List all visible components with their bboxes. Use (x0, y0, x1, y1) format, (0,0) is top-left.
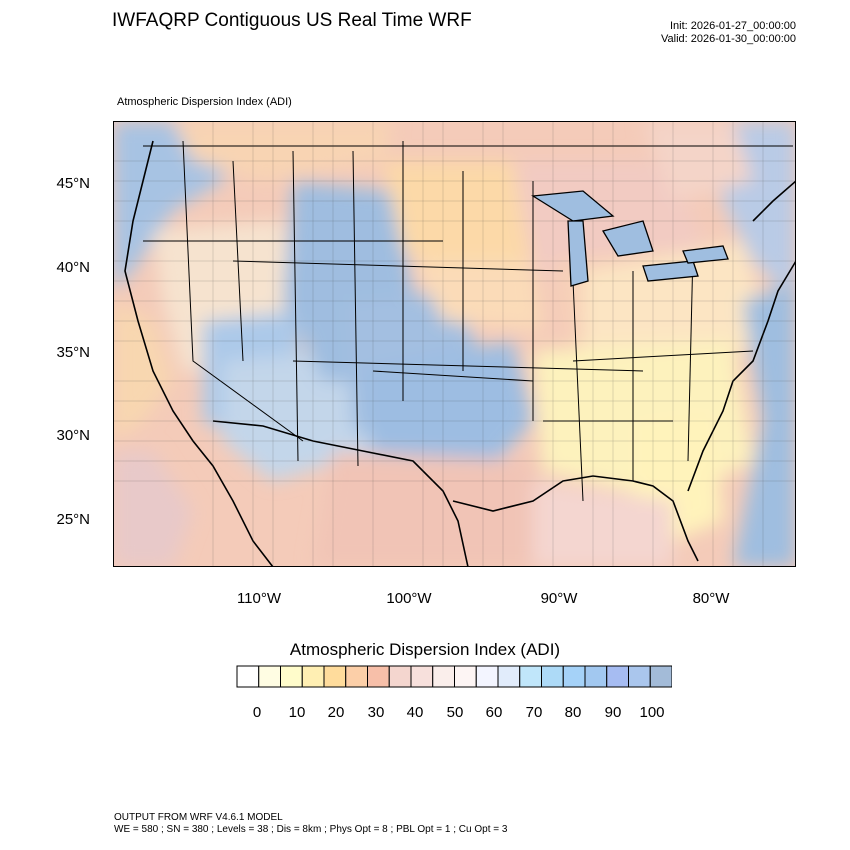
footer-config: WE = 580 ; SN = 380 ; Levels = 38 ; Dis … (114, 824, 508, 835)
lon-label-90w: 90°W (540, 590, 578, 607)
legend-swatch (367, 665, 390, 688)
lat-label-45: 45°N (56, 175, 90, 192)
great-lakes (531, 190, 729, 287)
legend-swatch (410, 665, 434, 688)
legend-swatch (432, 665, 455, 688)
legend-tick-label: 70 (525, 704, 543, 721)
legend-title: Atmospheric Dispersion Index (ADI) (289, 640, 561, 659)
page-title: IWFAQRP Contiguous US Real Time WRF (112, 10, 472, 31)
legend-swatch (345, 665, 368, 688)
lat-label-30: 30°N (56, 427, 90, 444)
legend-swatch (497, 665, 521, 688)
coastline (124, 140, 796, 567)
legend-tick-label: 40 (406, 704, 424, 721)
legend-tick-label: 100 (639, 704, 665, 721)
legend-swatch (519, 665, 542, 688)
legend-swatch (301, 665, 325, 688)
legend-swatch (258, 665, 281, 688)
legend-swatch (323, 665, 347, 688)
valid-time: Valid: 2026-01-30_00:00:00 (661, 33, 796, 45)
legend-swatch (628, 665, 651, 688)
legend-swatch (475, 665, 499, 688)
legend-tick-label: 90 (604, 704, 622, 721)
legend-tick-label: 10 (288, 704, 306, 721)
map-panel (113, 121, 796, 567)
legend-swatch (236, 665, 260, 688)
legend-swatch (606, 665, 629, 688)
footer-model: OUTPUT FROM WRF V4.6.1 MODEL (114, 812, 283, 823)
legend-swatch (562, 665, 586, 688)
legend-tick-label: 50 (446, 704, 464, 721)
lat-label-40: 40°N (56, 259, 90, 276)
legend-tick-label: 20 (327, 704, 345, 721)
lat-label-35: 35°N (56, 344, 90, 361)
legend-tick-label: 80 (564, 704, 582, 721)
map-border (113, 121, 796, 567)
legend-tick-label: 0 (252, 704, 262, 721)
county-boundaries (113, 121, 796, 567)
legend-swatch (388, 665, 412, 688)
legend-tick-label: 30 (367, 704, 385, 721)
init-time: Init: 2026-01-27_00:00:00 (670, 20, 796, 32)
legend-colorbar (236, 665, 672, 688)
legend-tick-label: 60 (485, 704, 503, 721)
legend-swatch (280, 665, 303, 688)
lon-label-110w: 110°W (236, 590, 282, 607)
lat-label-25: 25°N (56, 511, 90, 528)
legend-swatch (541, 665, 564, 688)
legend-swatch (454, 665, 477, 688)
adi-field (113, 121, 796, 567)
lon-label-80w: 80°W (692, 590, 730, 607)
legend-swatch (584, 665, 608, 688)
legend-swatch (649, 665, 672, 688)
lon-label-100w: 100°W (386, 590, 432, 607)
map-subtitle: Atmospheric Dispersion Index (ADI) (117, 96, 292, 108)
